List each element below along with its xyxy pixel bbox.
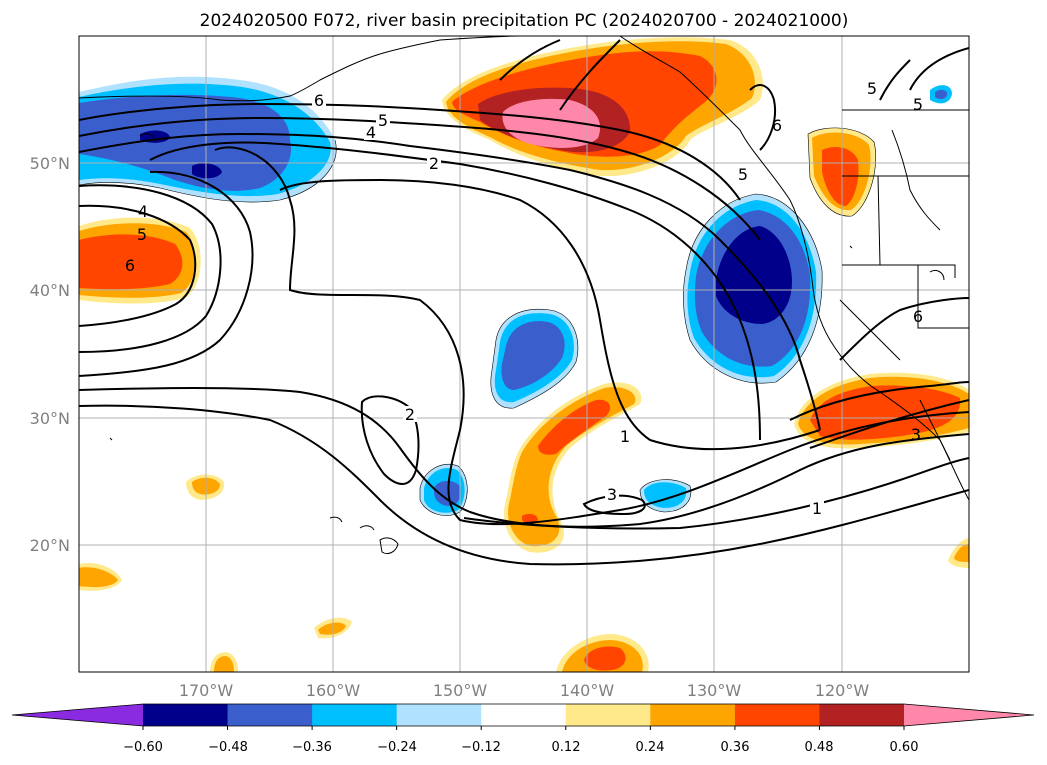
colorbar-tick-label: −0.36	[292, 740, 332, 755]
contour-label: 5	[378, 111, 388, 130]
colorbar-swatch	[396, 704, 482, 726]
negative-anomaly-california-core	[716, 226, 792, 324]
contour-label: 3	[911, 425, 921, 444]
positive-anomaly-small-2-core	[79, 567, 118, 588]
colorbar-swatches	[11, 703, 1035, 727]
colorbar-swatch	[227, 704, 313, 726]
colorbar-tick-label: 0.24	[636, 740, 665, 755]
positive-anomaly-central-strong	[522, 399, 611, 523]
contour-label: 5	[738, 165, 748, 184]
contour-label: 4	[138, 202, 148, 221]
positive-anomaly-small-3-core	[318, 622, 346, 635]
contour-label: 6	[772, 116, 782, 135]
negative-anomaly-central-strong	[501, 321, 565, 390]
colorbar-tick-label: −0.48	[208, 740, 248, 755]
positive-anomaly-gulf-core	[502, 98, 601, 148]
lon-label: 130°W	[687, 681, 742, 700]
colorbar-tick-label: 0.12	[552, 740, 581, 755]
coastlines	[79, 36, 969, 501]
lon-label: 140°W	[560, 681, 615, 700]
contour-label: 5	[913, 95, 923, 114]
contour-lines	[79, 39, 969, 566]
positive-anomaly-small-5-core	[584, 646, 626, 671]
lat-label: 20°N	[30, 536, 70, 555]
longitude-labels: 170°W 160°W 150°W 140°W 130°W 120°W	[179, 681, 870, 700]
anomaly-outlines	[79, 127, 877, 516]
positive-anomaly-small-4-core	[214, 656, 234, 672]
colorbar-tick-label: −0.60	[123, 740, 163, 755]
colorbar-swatch	[819, 704, 905, 726]
lon-label: 120°W	[815, 681, 870, 700]
positive-anomaly-west-strong	[79, 234, 183, 290]
negative-anomaly-northwest-core	[140, 130, 222, 179]
contour-label: 5	[867, 79, 877, 98]
contour-label: 6	[913, 307, 923, 326]
negative-anomaly-northeast-small-core	[935, 89, 948, 100]
colorbar-ticks	[142, 726, 905, 730]
colorbar-swatch	[734, 704, 820, 726]
latitude-labels: 50°N 40°N 30°N 20°N	[30, 154, 70, 555]
colorbar-swatch	[312, 704, 398, 726]
colorbar-extend-max	[904, 704, 1034, 726]
positive-anomaly-rockies-strong	[822, 147, 859, 206]
colorbar-tick-label: −0.24	[377, 740, 417, 755]
contour-label: 5	[137, 225, 147, 244]
colorbar-swatch	[650, 704, 736, 726]
lon-label: 160°W	[306, 681, 361, 700]
contour-label: 2	[429, 154, 439, 173]
precip-anomaly-fills	[79, 37, 969, 672]
colorbar-tick-label: −0.12	[461, 740, 501, 755]
colorbar-tick-label: 0.36	[721, 740, 750, 755]
lat-label: 40°N	[30, 281, 70, 300]
contour-label: 1	[620, 427, 630, 446]
contour-label: 6	[314, 91, 324, 110]
contour-label: 6	[125, 256, 135, 275]
islands	[109, 133, 945, 555]
contour-label-group: 6 5 4 2 4 5 6 2 1 3 1 5 6 5	[125, 79, 923, 518]
graticule	[79, 36, 969, 672]
colorbar-swatch	[143, 704, 229, 726]
contour-label: 1	[812, 499, 822, 518]
negative-anomaly-hawaii-core	[434, 480, 461, 506]
positive-anomaly-small-6-core	[954, 544, 969, 562]
contour-label: 2	[405, 405, 415, 424]
colorbar-tick-label: 0.60	[890, 740, 919, 755]
colorbar-swatch	[565, 704, 651, 726]
map-panel: 6 5 4 2 4 5 6 2 1 3 1 5 6 5	[30, 35, 970, 700]
lon-label: 150°W	[433, 681, 488, 700]
map-frame	[78, 35, 970, 673]
lat-label: 30°N	[30, 409, 70, 428]
colorbar-extend-min	[12, 704, 143, 726]
lat-label: 50°N	[30, 154, 70, 173]
positive-anomaly-central-mid	[508, 387, 636, 547]
contour-label: 4	[366, 123, 376, 142]
colorbar-tick-label: 0.48	[805, 740, 834, 755]
lon-label: 170°W	[179, 681, 234, 700]
contour-label: 3	[607, 485, 617, 504]
colorbar: −0.60 −0.48 −0.36 −0.24 −0.12 0.12 0.24 …	[11, 703, 1035, 755]
figure-title: 2024020500 F072, river basin precipitati…	[200, 11, 849, 31]
colorbar-swatch	[481, 704, 567, 726]
colorbar-tick-labels: −0.60 −0.48 −0.36 −0.24 −0.12 0.12 0.24 …	[123, 740, 918, 755]
